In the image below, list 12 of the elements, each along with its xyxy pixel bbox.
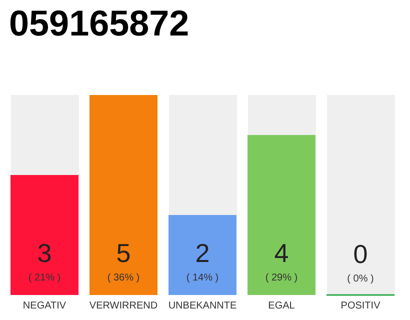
- x-tick-label: VERWIRREND: [89, 300, 158, 312]
- x-tick-label: POSITIV: [340, 300, 381, 312]
- x-tick-label: NEGATIV: [22, 300, 66, 312]
- data-label: 2 ( 14% ): [186, 238, 219, 284]
- data-label: 5 ( 36% ): [107, 238, 140, 284]
- bar: [90, 95, 158, 295]
- x-tick-label: EGAL: [268, 300, 296, 312]
- data-label: 0 ( 0% ): [347, 238, 374, 284]
- x-tick-label: UNBEKANNTE: [168, 300, 237, 312]
- data-label: 4 ( 29% ): [265, 238, 298, 284]
- chart-title: 059165872: [9, 2, 190, 44]
- data-label: 3 ( 21% ): [28, 238, 61, 284]
